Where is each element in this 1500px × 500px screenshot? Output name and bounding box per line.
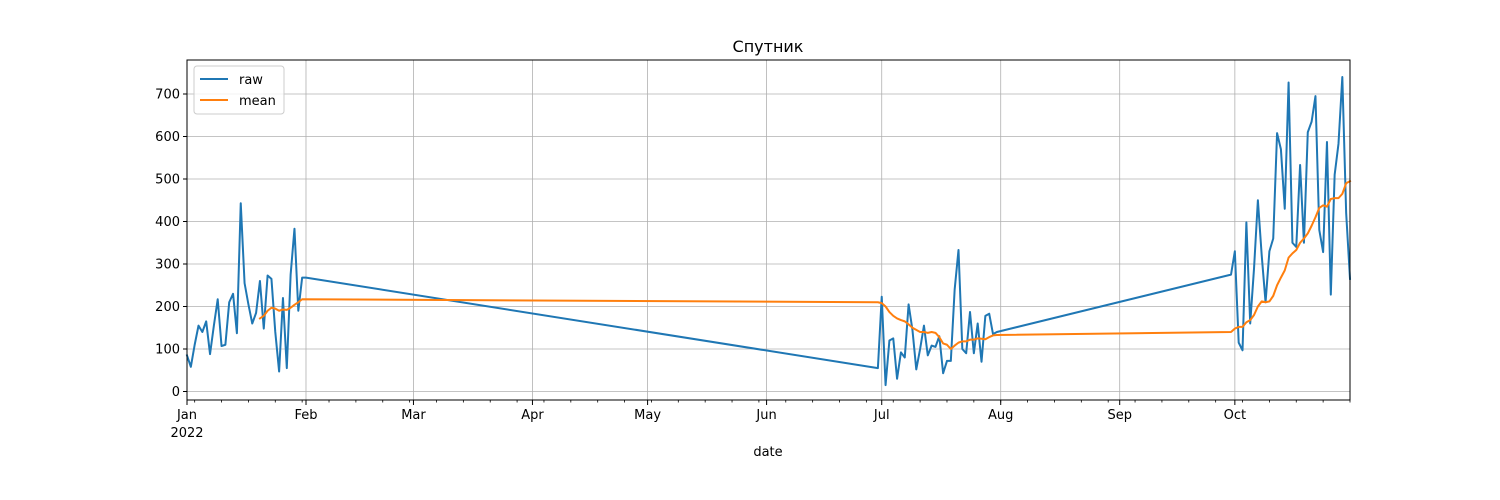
x-tick-label: Jul <box>873 408 890 423</box>
x-tick-label: Apr <box>521 408 544 423</box>
y-tick-label: 700 <box>155 88 180 103</box>
x-tick-label: Jan <box>176 408 197 423</box>
series-layer <box>185 76 1352 387</box>
y-tick-label: 300 <box>155 258 180 273</box>
x-axis: Jan 2022 Feb Mar Apr May Jun Jul Aug Sep Oct <box>170 400 1351 441</box>
x-tick-label: Sep <box>1107 408 1132 423</box>
legend-label-mean: mean <box>239 94 276 109</box>
y-tick-label: 100 <box>155 343 180 358</box>
series-line-raw <box>185 76 1352 387</box>
y-axis: 0 100 200 300 400 500 600 700 <box>155 88 187 400</box>
y-tick-label: 0 <box>172 385 180 400</box>
legend: raw mean <box>193 65 285 115</box>
x-tick-label: Mar <box>401 408 426 423</box>
x-tick-sublabel: 2022 <box>170 426 203 441</box>
x-tick-label: Feb <box>294 408 317 423</box>
y-tick-label: 400 <box>155 215 180 230</box>
y-tick-label: 600 <box>155 130 180 145</box>
x-tick-label: Aug <box>988 408 1013 423</box>
legend-label-raw: raw <box>239 73 263 88</box>
x-tick-label: Jun <box>755 408 776 423</box>
y-tick-label: 200 <box>155 300 180 315</box>
y-tick-label: 500 <box>155 173 180 188</box>
x-tick-label: Oct <box>1224 408 1246 423</box>
chart-title: Спутник <box>733 37 804 56</box>
x-axis-label: date <box>753 445 782 460</box>
series-line-mean <box>258 179 1352 350</box>
x-tick-label: May <box>634 408 661 423</box>
plot-frame <box>186 59 1351 401</box>
